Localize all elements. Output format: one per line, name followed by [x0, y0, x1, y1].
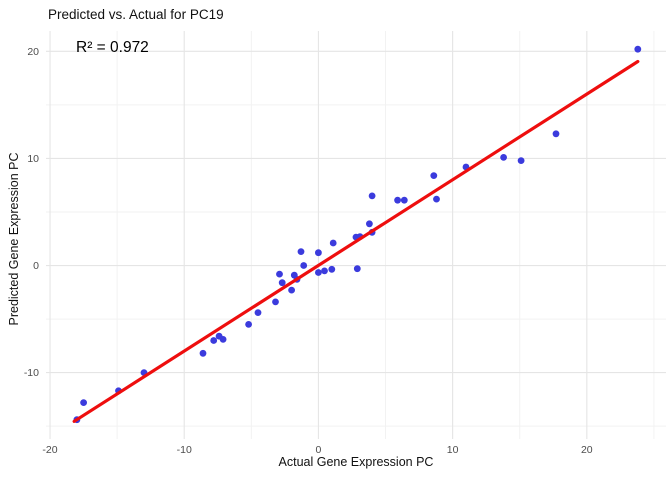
data-point	[199, 349, 207, 357]
x-tick-label: 20	[581, 444, 593, 456]
chart-title: Predicted vs. Actual for PC19	[48, 7, 224, 22]
y-tick-label: 0	[33, 260, 39, 272]
y-tick-label: -10	[24, 367, 39, 379]
data-point	[433, 195, 440, 203]
data-point	[552, 130, 560, 138]
data-point	[80, 399, 87, 406]
data-point	[328, 265, 336, 273]
regression-line	[72, 59, 640, 423]
data-point	[288, 286, 295, 294]
data-point	[634, 45, 642, 53]
data-point	[353, 265, 361, 273]
data-point	[300, 262, 308, 269]
data-point	[329, 239, 337, 247]
x-axis-label: Actual Gene Expression PC	[278, 455, 434, 469]
data-point	[368, 192, 376, 200]
data-point	[315, 269, 322, 276]
data-point	[276, 270, 283, 278]
data-point	[245, 321, 253, 328]
data-point	[430, 172, 438, 180]
x-tick-label: 10	[447, 444, 459, 456]
data-point	[272, 298, 279, 306]
data-point	[254, 309, 262, 316]
data-point	[500, 154, 507, 161]
data-point	[321, 267, 328, 275]
data-point	[210, 337, 218, 344]
data-point	[517, 157, 525, 165]
x-tick-label: -10	[177, 444, 192, 456]
data-point	[366, 220, 373, 228]
y-tick-label: 20	[27, 46, 39, 58]
data-point	[278, 279, 286, 287]
data-point	[394, 196, 401, 204]
data-point	[400, 196, 408, 204]
x-tick-label: 0	[316, 444, 322, 456]
data-point	[315, 249, 322, 257]
y-tick-label: 10	[27, 153, 39, 165]
y-axis-label: Predicted Gene Expression PC	[7, 152, 21, 326]
data-point	[297, 248, 305, 256]
r-squared-annotation: R² = 0.972	[76, 39, 149, 56]
x-tick-label: -20	[42, 444, 57, 456]
data-point	[219, 336, 227, 343]
